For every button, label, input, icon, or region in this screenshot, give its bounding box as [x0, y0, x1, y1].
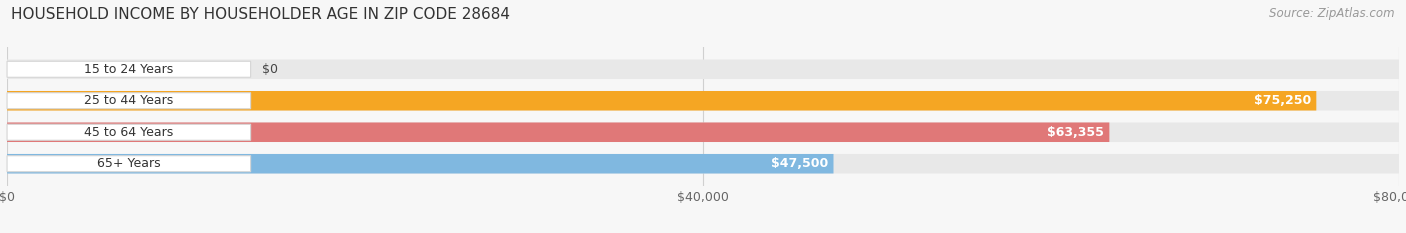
FancyBboxPatch shape	[7, 154, 834, 174]
FancyBboxPatch shape	[7, 123, 1109, 142]
FancyBboxPatch shape	[7, 156, 250, 172]
Text: $0: $0	[262, 63, 278, 76]
FancyBboxPatch shape	[7, 124, 250, 140]
FancyBboxPatch shape	[7, 91, 1316, 110]
FancyBboxPatch shape	[7, 123, 1399, 142]
Text: 65+ Years: 65+ Years	[97, 157, 160, 170]
Text: $47,500: $47,500	[770, 157, 828, 170]
FancyBboxPatch shape	[7, 91, 1399, 110]
Text: 15 to 24 Years: 15 to 24 Years	[84, 63, 173, 76]
Text: HOUSEHOLD INCOME BY HOUSEHOLDER AGE IN ZIP CODE 28684: HOUSEHOLD INCOME BY HOUSEHOLDER AGE IN Z…	[11, 7, 510, 22]
FancyBboxPatch shape	[7, 93, 250, 109]
Text: 45 to 64 Years: 45 to 64 Years	[84, 126, 173, 139]
Text: $75,250: $75,250	[1254, 94, 1310, 107]
Text: $63,355: $63,355	[1047, 126, 1104, 139]
FancyBboxPatch shape	[7, 61, 250, 77]
Text: 25 to 44 Years: 25 to 44 Years	[84, 94, 173, 107]
Text: Source: ZipAtlas.com: Source: ZipAtlas.com	[1270, 7, 1395, 20]
FancyBboxPatch shape	[7, 154, 1399, 174]
FancyBboxPatch shape	[7, 59, 1399, 79]
